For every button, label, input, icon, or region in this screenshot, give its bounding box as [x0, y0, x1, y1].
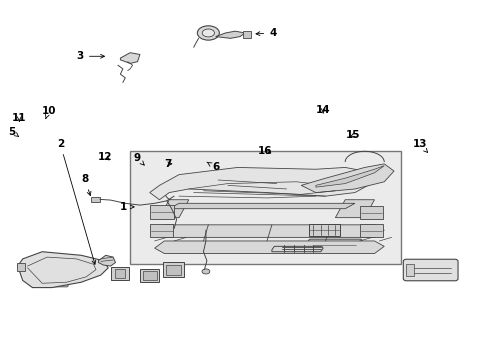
Polygon shape	[301, 164, 394, 193]
Polygon shape	[155, 225, 384, 237]
Polygon shape	[121, 53, 140, 63]
Bar	[130, 151, 401, 264]
Text: 1: 1	[120, 202, 134, 212]
Text: 6: 6	[207, 162, 220, 172]
Text: 16: 16	[258, 146, 273, 156]
Text: 15: 15	[346, 130, 361, 140]
Text: 14: 14	[316, 105, 330, 115]
Text: 10: 10	[41, 106, 56, 119]
Bar	[140, 269, 159, 282]
Ellipse shape	[202, 29, 215, 37]
Bar	[150, 224, 173, 237]
Text: 5: 5	[8, 127, 19, 136]
Text: 3: 3	[77, 51, 104, 61]
Ellipse shape	[197, 26, 220, 40]
Polygon shape	[272, 246, 323, 252]
Ellipse shape	[146, 272, 154, 279]
Polygon shape	[316, 166, 384, 187]
Bar	[91, 197, 100, 202]
Text: 9: 9	[134, 153, 144, 165]
Ellipse shape	[169, 267, 178, 273]
Bar	[406, 264, 414, 276]
FancyBboxPatch shape	[309, 239, 362, 252]
Polygon shape	[335, 200, 374, 218]
Ellipse shape	[50, 270, 56, 274]
Text: 12: 12	[98, 152, 112, 162]
Ellipse shape	[116, 270, 124, 277]
FancyBboxPatch shape	[46, 280, 68, 287]
Text: 4: 4	[256, 28, 276, 38]
Bar	[163, 262, 184, 277]
Bar	[360, 224, 383, 237]
Text: 8: 8	[81, 174, 91, 195]
Polygon shape	[98, 255, 116, 266]
Text: 13: 13	[413, 139, 428, 152]
Bar	[360, 206, 383, 220]
Polygon shape	[18, 252, 108, 288]
Ellipse shape	[49, 265, 75, 275]
Text: 7: 7	[164, 159, 172, 169]
Bar	[111, 267, 129, 280]
Ellipse shape	[202, 269, 210, 274]
FancyBboxPatch shape	[403, 259, 458, 281]
Text: 2: 2	[57, 139, 96, 264]
Bar	[309, 224, 340, 235]
Polygon shape	[216, 31, 245, 39]
Polygon shape	[150, 167, 374, 200]
Bar	[17, 263, 24, 271]
Bar	[166, 265, 181, 275]
Polygon shape	[169, 203, 355, 209]
Text: 11: 11	[12, 113, 26, 123]
Ellipse shape	[68, 270, 74, 274]
Bar	[243, 31, 251, 38]
Polygon shape	[155, 241, 384, 253]
Bar	[143, 271, 157, 280]
Ellipse shape	[60, 270, 66, 274]
Bar	[150, 205, 174, 220]
Polygon shape	[159, 200, 189, 218]
Bar	[115, 269, 125, 278]
